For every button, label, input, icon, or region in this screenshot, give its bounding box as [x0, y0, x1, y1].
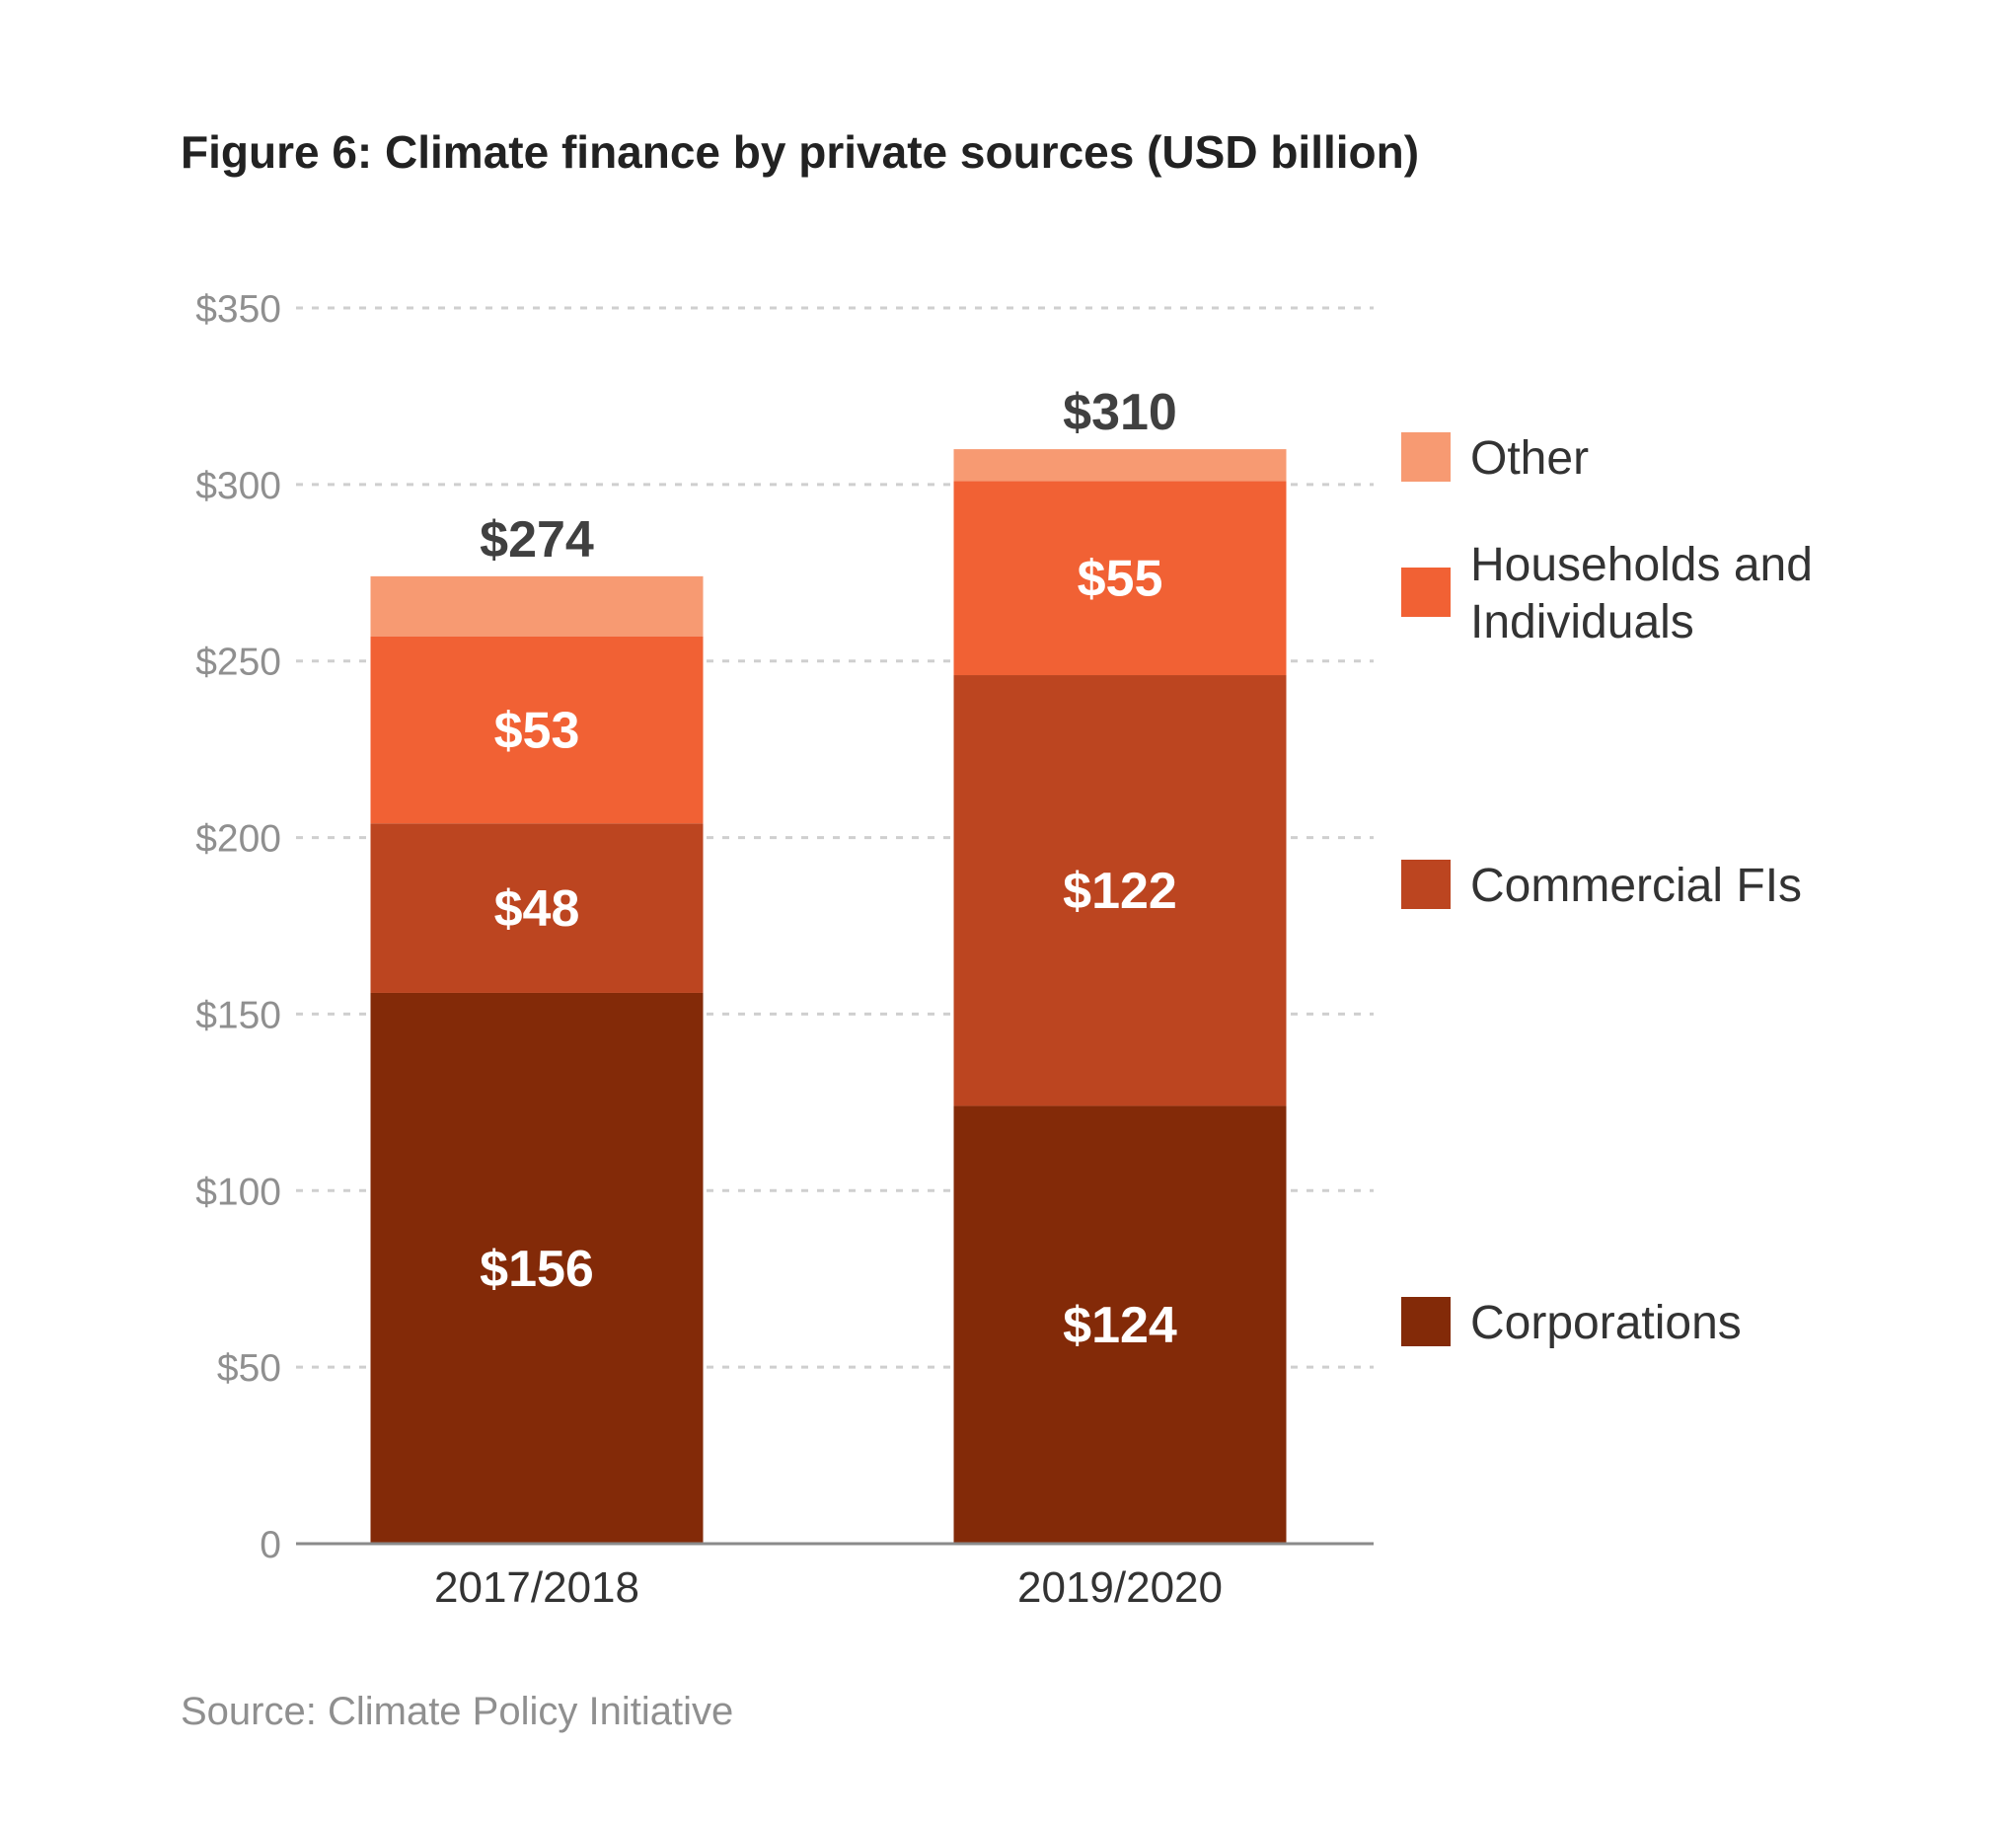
- bar-segment: [953, 675, 1287, 1106]
- bar-labels: $156 $48 $53 $274 $124 $122 $55 $310: [480, 384, 1177, 1354]
- bar-segment: [953, 1105, 1287, 1544]
- chart-title: Figure 6: Climate finance by private sou…: [181, 126, 1419, 178]
- y-tick-label: $300: [195, 465, 281, 507]
- y-tick-label: $350: [195, 288, 281, 331]
- bar-segment: [953, 449, 1287, 482]
- bar-segment: [370, 575, 704, 637]
- bars: [370, 449, 1287, 1544]
- y-tick-label: $150: [195, 994, 281, 1036]
- bar-segment: [370, 992, 704, 1544]
- legend-swatch: [1401, 1297, 1451, 1346]
- bar-segment: [953, 481, 1287, 676]
- bar-segment-label: $53: [494, 702, 580, 759]
- legend-label: Corporations: [1470, 1297, 1742, 1349]
- y-tick-label: $100: [195, 1171, 281, 1213]
- legend-swatch: [1401, 432, 1451, 482]
- legend-label: Commercial FIs: [1470, 860, 1802, 912]
- bar-total-label: $274: [480, 511, 594, 569]
- legend-label: Households and: [1470, 539, 1813, 591]
- bar-segment-label: $124: [1063, 1297, 1177, 1354]
- bar-segment-label: $122: [1063, 863, 1177, 920]
- bar-total-label: $310: [1063, 384, 1177, 441]
- x-tick-label: 2019/2020: [1017, 1563, 1223, 1612]
- legend-swatch: [1401, 860, 1451, 909]
- y-tick-label: $200: [195, 818, 281, 861]
- bar-segment: [370, 636, 704, 824]
- bar-segment: [370, 823, 704, 993]
- legend-label: Other: [1470, 432, 1589, 485]
- y-tick-label: $250: [195, 642, 281, 684]
- y-tick-label: 0: [260, 1524, 281, 1566]
- bar-segment-label: $55: [1078, 551, 1163, 608]
- legend-label: Individuals: [1470, 596, 1694, 648]
- x-tick-label: 2017/2018: [434, 1563, 639, 1612]
- y-axis-ticks: 0 $50 $100 $150 $200 $250 $300 $350: [195, 288, 281, 1566]
- bar-segment-label: $156: [480, 1241, 594, 1298]
- bar-segment-label: $48: [494, 880, 580, 938]
- source-note: Source: Climate Policy Initiative: [181, 1690, 733, 1733]
- y-tick-label: $50: [217, 1347, 281, 1390]
- legend-swatch: [1401, 568, 1451, 617]
- x-axis-ticks: 2017/2018 2019/2020: [434, 1563, 1223, 1612]
